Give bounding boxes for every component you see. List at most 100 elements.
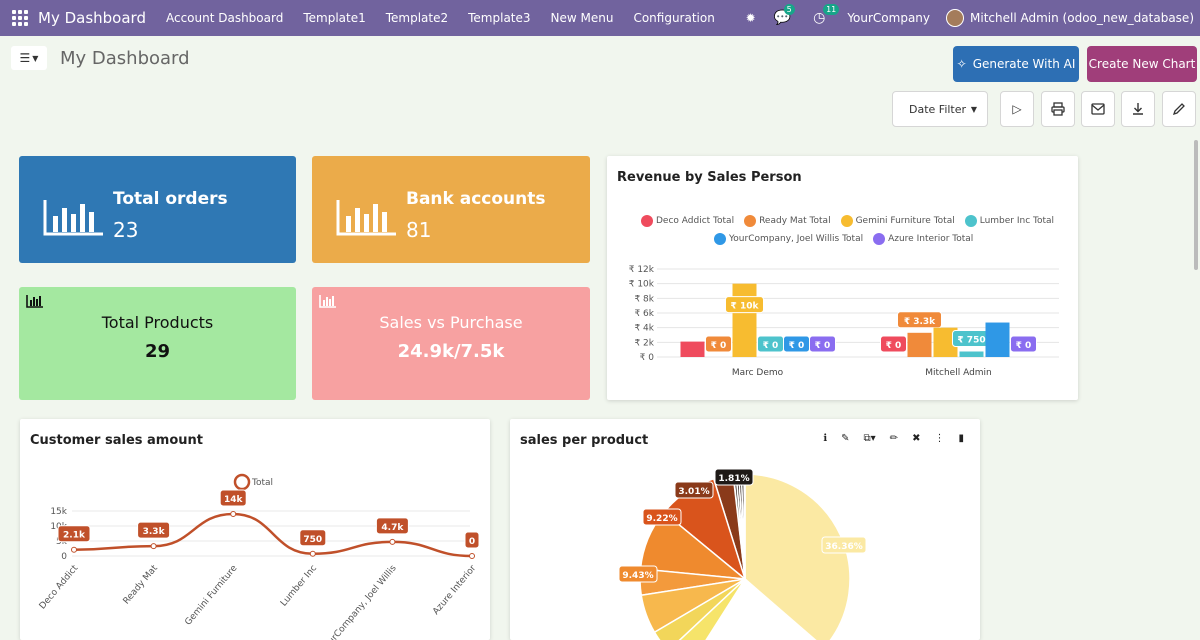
chart-toolbar: ℹ ✎ ⧉▾ ✏ ✖ ⋮ ▮: [823, 433, 964, 444]
filter-toggle-button[interactable]: ☰ ▼: [11, 46, 47, 70]
tile-sales-vs-purchase[interactable]: Sales vs Purchase 24.9k/7.5k: [312, 287, 590, 400]
app-title[interactable]: My Dashboard: [38, 9, 146, 27]
tile-value: 81: [406, 218, 432, 242]
data-label-box: [618, 565, 658, 583]
info-icon[interactable]: ℹ: [823, 433, 828, 444]
y-tick-label: ₹ 2k: [634, 338, 654, 348]
tile-label: Bank accounts: [406, 189, 546, 209]
menu-configuration[interactable]: Configuration: [633, 11, 715, 25]
data-label-box: [714, 468, 754, 486]
download-icon: [1133, 103, 1143, 115]
y-tick-label: ₹ 12k: [629, 265, 655, 275]
data-label-box: [219, 489, 247, 507]
chart-legend: YourCompany, Joel Willis Total Azure Int…: [714, 233, 973, 245]
chart-legend: Deco Addict Total Ready Mat Total Gemini…: [641, 215, 1054, 227]
pie-slice: [744, 473, 851, 640]
tile-total-orders[interactable]: Total orders 23: [19, 156, 296, 263]
menu-account-dashboard[interactable]: Account Dashboard: [165, 11, 284, 25]
download-button[interactable]: [1121, 91, 1155, 127]
data-label: ₹ 3.3k: [904, 317, 936, 327]
bar-chart-icon: [26, 295, 43, 308]
y-tick-label: 0: [61, 552, 67, 562]
data-label-box: [674, 481, 714, 499]
menu-template1[interactable]: Template1: [303, 11, 366, 25]
data-label: 1.81%: [718, 474, 749, 484]
user-menu[interactable]: Mitchell Admin (odoo_new_database): [970, 11, 1194, 25]
caret-down-icon: ▼: [970, 105, 977, 114]
more-icon[interactable]: ⋮: [934, 433, 945, 444]
tile-value: 29: [144, 341, 171, 362]
menu-new-menu[interactable]: New Menu: [550, 11, 614, 25]
menu-template3[interactable]: Template3: [468, 11, 531, 25]
apps-menu-icon[interactable]: [12, 10, 28, 26]
data-label: 2.1k: [63, 531, 86, 541]
data-label: ₹ 0: [1016, 341, 1032, 351]
menu-template2[interactable]: Template2: [385, 11, 449, 25]
data-label: ₹ 750: [957, 336, 985, 346]
data-label: 36.36%: [825, 542, 863, 552]
generate-ai-label: Generate With AI: [972, 57, 1076, 71]
print-icon: [1051, 102, 1065, 116]
tile-label: Total Products: [101, 313, 214, 332]
legend-label: Total: [251, 478, 273, 488]
avatar[interactable]: [946, 9, 965, 27]
tile-total-products[interactable]: Total Products 29: [19, 287, 296, 400]
tile-value: 23: [113, 218, 139, 242]
edit-button[interactable]: [1162, 91, 1196, 127]
generate-with-ai-button[interactable]: ✧ Generate With AI: [953, 46, 1079, 82]
company-switcher[interactable]: YourCompany: [847, 11, 931, 25]
book-icon[interactable]: ▮: [958, 433, 964, 444]
chat-icon[interactable]: 💬 5: [774, 4, 795, 26]
close-icon[interactable]: ✖: [912, 433, 921, 444]
page-scrollbar[interactable]: [1194, 140, 1198, 270]
pie-slice: [653, 578, 746, 640]
legend-marker: [233, 473, 251, 491]
legend-item[interactable]: YourCompany, Joel Willis Total: [714, 233, 863, 245]
data-label: 9.22%: [646, 514, 677, 524]
legend-item[interactable]: Gemini Furniture Total: [840, 215, 955, 227]
data-label-box: [821, 536, 867, 554]
copy-icon[interactable]: ⧉▾: [863, 433, 876, 444]
data-point: [389, 538, 396, 545]
sales-per-product-chart-card: sales per product ℹ ✎ ⧉▾ ✏ ✖ ⋮ ▮ 1.81% 3.…: [510, 419, 980, 640]
date-filter-dropdown[interactable]: Date Filter ▼: [892, 91, 988, 127]
sales-per-product-pie-chart: 1.81% 3.01% 9.22% 9.43% 36.36%: [618, 468, 867, 640]
data-label: 3.01%: [678, 487, 709, 497]
bar: [907, 332, 932, 357]
create-new-chart-button[interactable]: Create New Chart: [1087, 46, 1197, 82]
data-label: ₹ 0: [815, 341, 831, 351]
activity-clock-icon[interactable]: ◷ 11: [813, 4, 840, 26]
bug-icon[interactable]: ✹: [745, 11, 756, 25]
data-point: [230, 511, 237, 517]
email-button[interactable]: [1081, 91, 1115, 127]
x-tick-label: Gemini Furniture: [183, 563, 239, 627]
data-label-box: [1010, 335, 1037, 353]
caret-down-icon: ▼: [32, 53, 39, 63]
data-label-box: [880, 335, 907, 353]
legend-item[interactable]: Ready Mat Total: [744, 215, 831, 227]
legend-item[interactable]: Lumber Inc Total: [964, 215, 1054, 227]
legend-item[interactable]: Azure Interior Total: [873, 233, 973, 245]
magic-wand-icon: ✧: [956, 57, 967, 71]
play-button[interactable]: ▷: [1000, 91, 1034, 127]
tile-bank-accounts[interactable]: Bank accounts 81: [312, 156, 590, 263]
legend-item[interactable]: Deco Addict Total: [641, 215, 734, 227]
sliders-icon: ☰: [19, 51, 31, 65]
pencil-icon[interactable]: ✏: [889, 433, 899, 444]
data-label-box: [642, 508, 682, 526]
x-tick-label: Azure Interior: [431, 563, 478, 617]
y-tick-label: 15k: [50, 507, 67, 517]
data-label-box: [464, 531, 480, 549]
pie-slice: [678, 578, 746, 640]
data-label: ₹ 10k: [731, 302, 760, 312]
series-line: [73, 512, 473, 558]
x-tick-label: Marc Demo: [732, 368, 784, 378]
bar: [680, 341, 705, 357]
chat-badge: 5: [783, 4, 795, 15]
data-label: 4.7k: [381, 523, 404, 533]
brush-icon[interactable]: ✎: [841, 433, 850, 444]
customer-sales-chart-card: Customer sales amount 15k10k5k0Total2.1k…: [20, 419, 490, 640]
data-label: ₹ 0: [711, 341, 727, 351]
print-button[interactable]: [1041, 91, 1075, 127]
